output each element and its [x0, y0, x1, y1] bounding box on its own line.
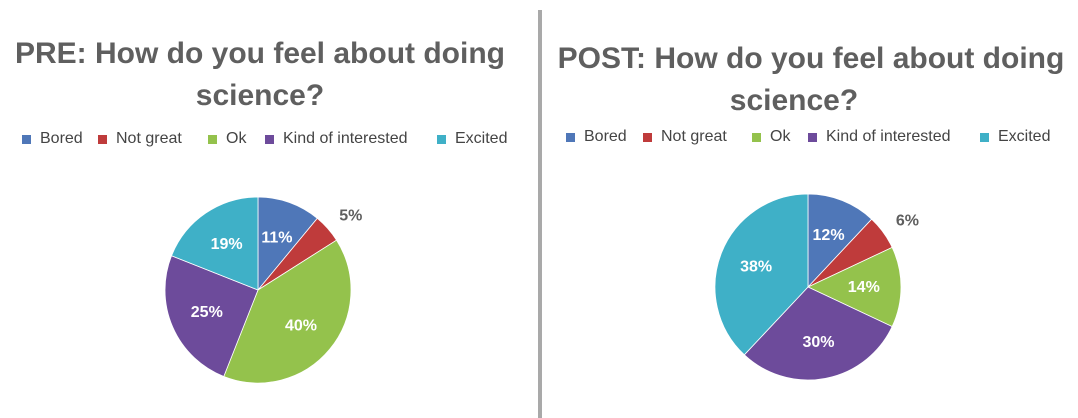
- legend-label-not-great: Not great: [116, 130, 182, 147]
- pie-label-excited: 38%: [740, 258, 772, 275]
- legend-item-kind-of-interested: Kind of interested: [265, 130, 408, 148]
- legend-swatch-kind-of-interested: [808, 132, 817, 142]
- pie-label-excited: 19%: [211, 236, 243, 253]
- legend-label-kind-of-interested: Kind of interested: [826, 128, 951, 145]
- pie-label-bored: 12%: [813, 227, 845, 244]
- legend-label-not-great: Not great: [661, 128, 727, 145]
- chart-title-line1: POST: How do you feel about doing: [557, 42, 1065, 75]
- pie-slice-excited: [171, 196, 259, 291]
- chart-title-line2: science?: [195, 79, 325, 112]
- legend-swatch-kind-of-interested: [265, 134, 274, 144]
- legend-item-not-great: Not great: [98, 130, 182, 148]
- pie-chart: 12% 6% 14% 30% 38%: [714, 193, 919, 381]
- chart-title: POST: How do you feel about doing scienc…: [544, 38, 1078, 122]
- legend-swatch-not-great: [98, 134, 107, 144]
- legend-item-not-great: Not great: [643, 128, 727, 146]
- legend-item-bored: Bored: [566, 128, 627, 146]
- chart-title-line1: PRE: How do you feel about doing: [15, 37, 505, 70]
- legend-item-ok: Ok: [752, 128, 790, 146]
- pie-label-ok: 14%: [848, 279, 880, 296]
- legend-item-kind-of-interested: Kind of interested: [808, 128, 951, 146]
- chart-title: PRE: How do you feel about doing science…: [0, 33, 520, 117]
- legend-swatch-bored: [566, 132, 575, 142]
- pie-label-kind-of-interested: 25%: [191, 304, 223, 321]
- pre-chart-panel: PRE: How do you feel about doing science…: [0, 0, 536, 418]
- pie-chart: 11% 5% 40% 25% 19%: [164, 196, 362, 384]
- legend-item-bored: Bored: [22, 130, 83, 148]
- panel-divider: [538, 10, 542, 418]
- legend-label-ok: Ok: [770, 128, 791, 145]
- pie-label-not-great: 5%: [339, 207, 362, 224]
- pie-slice-bored: [807, 193, 873, 289]
- legend-label-ok: Ok: [226, 130, 247, 147]
- pie-label-ok: 40%: [285, 318, 317, 335]
- legend-label-kind-of-interested: Kind of interested: [283, 130, 408, 147]
- pie-label-kind-of-interested: 30%: [802, 334, 834, 351]
- legend-swatch-excited: [437, 134, 446, 144]
- legend-item-excited: Excited: [980, 128, 1050, 146]
- legend-label-excited: Excited: [998, 128, 1051, 145]
- pie-slice-kind-of-interested: [743, 286, 893, 381]
- legend-item-excited: Excited: [437, 130, 507, 148]
- post-chart-panel: POST: How do you feel about doing scienc…: [544, 0, 1078, 418]
- legend-swatch-not-great: [643, 132, 652, 142]
- legend-swatch-ok: [208, 134, 217, 144]
- legend-label-bored: Bored: [40, 130, 83, 147]
- pie-slice-excited: [714, 193, 809, 356]
- legend-swatch-excited: [980, 132, 989, 142]
- pie-slice-ok: [807, 246, 902, 328]
- legend-label-excited: Excited: [455, 130, 508, 147]
- pie-label-bored: 11%: [261, 229, 292, 246]
- legend-item-ok: Ok: [208, 130, 246, 148]
- pie-slice-ok: [223, 239, 352, 384]
- legend-swatch-ok: [752, 132, 761, 142]
- legend-swatch-bored: [22, 134, 31, 144]
- legend-label-bored: Bored: [584, 128, 627, 145]
- chart-title-line2: science?: [729, 84, 859, 117]
- pie-label-not-great: 6%: [896, 213, 919, 230]
- pie-slice-kind-of-interested: [164, 255, 259, 377]
